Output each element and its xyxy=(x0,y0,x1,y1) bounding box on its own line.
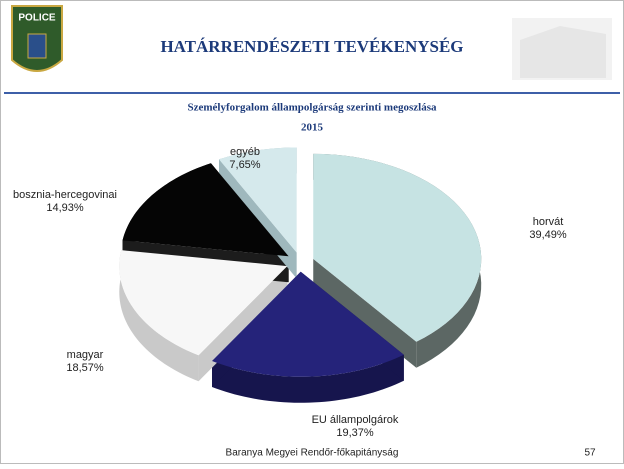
pie xyxy=(119,147,482,403)
slice-value-label: 18,57% xyxy=(66,362,104,374)
slice xyxy=(218,147,297,253)
slice-label: egyéb xyxy=(230,146,260,158)
slice xyxy=(313,153,482,342)
slice-label: magyar xyxy=(67,349,104,361)
page-number: 57 xyxy=(584,448,596,459)
slice-label: EU állampolgárok xyxy=(312,414,399,426)
slice-value-label: 14,93% xyxy=(46,202,84,214)
slice xyxy=(212,271,404,377)
slice-side xyxy=(313,258,417,368)
slice-value-label: 7,65% xyxy=(229,159,260,171)
header-title: HATÁRRENDÉSZETI TEVÉKENYSÉG xyxy=(160,37,463,56)
slice-label: bosznia-hercegovinai xyxy=(13,189,117,201)
chart-subtitle: 2015 xyxy=(301,122,324,134)
slice-side xyxy=(119,250,199,382)
building-image xyxy=(512,18,612,80)
police-badge: POLICE xyxy=(11,5,63,72)
slice-label: horvát xyxy=(533,216,564,228)
slice xyxy=(122,163,289,257)
slice-side xyxy=(212,354,404,403)
slice-value-label: 39,49% xyxy=(529,229,567,241)
slice xyxy=(119,250,288,356)
slice-value-label: 19,37% xyxy=(336,427,374,439)
badge-text: POLICE xyxy=(18,13,56,24)
footer-text: Baranya Megyei Rendőr-főkapitányság xyxy=(226,448,399,459)
chart-title: Személyforgalom állampolgárság szerinti … xyxy=(188,102,437,114)
